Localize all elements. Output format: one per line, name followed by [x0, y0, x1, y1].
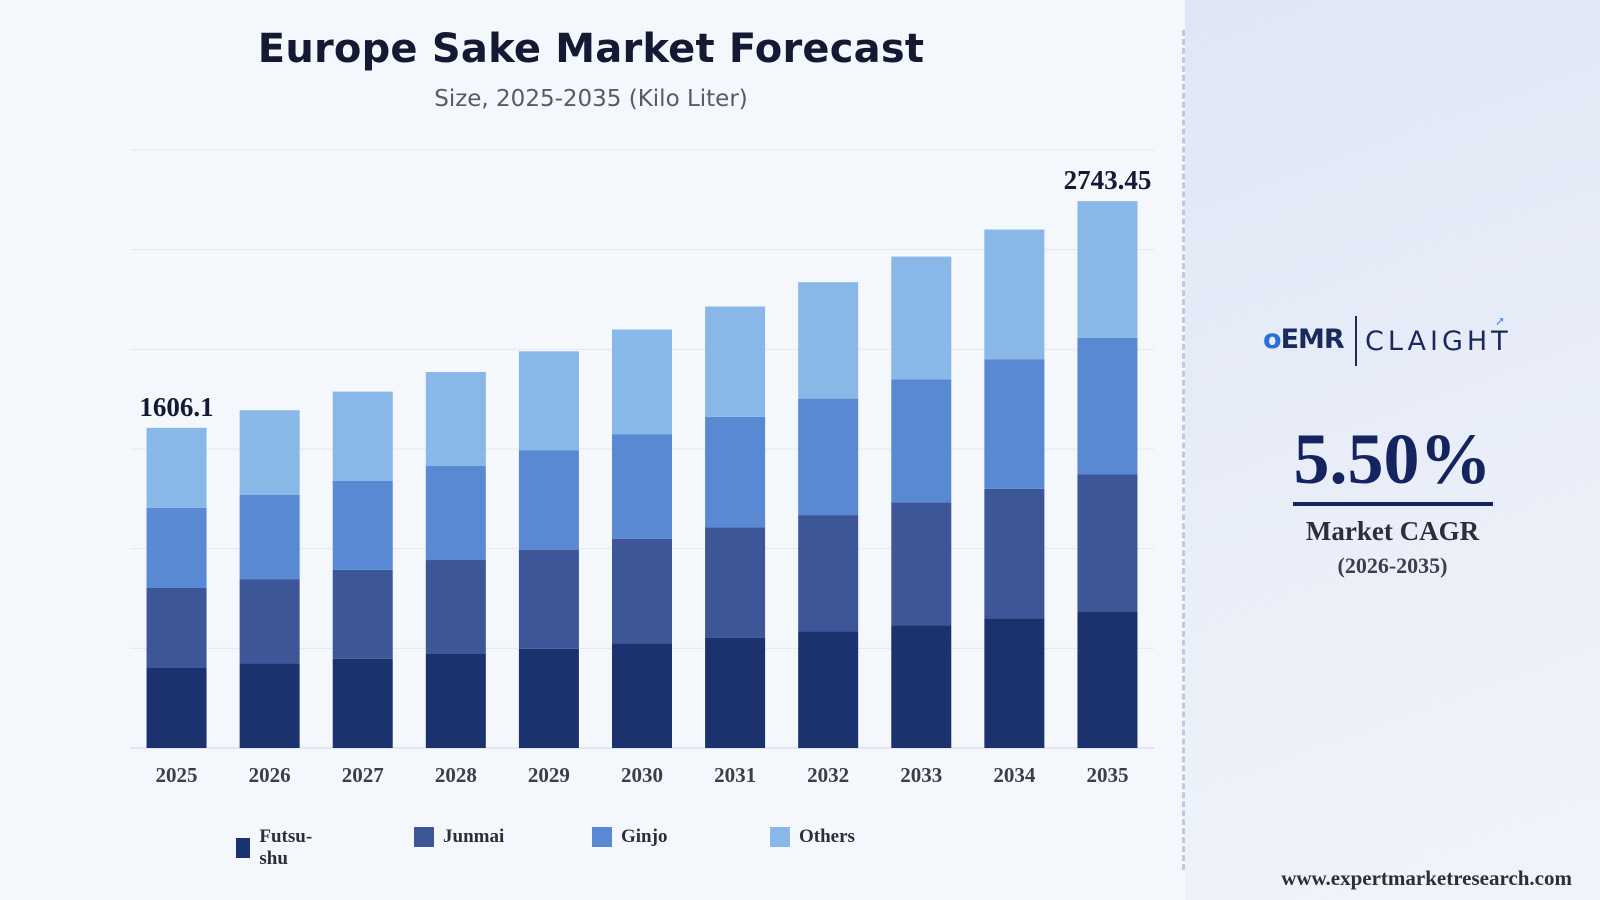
x-tick-label: 2027 [342, 763, 384, 787]
bar-segment-others-2026 [239, 410, 300, 495]
bar-segment-futsu-shu-2034 [984, 618, 1045, 748]
side-panel: oEMR CLAIGHT ➚ 5.50% Market CAGR (2026-2… [1185, 0, 1600, 900]
x-tick-label: 2033 [900, 763, 942, 787]
website-url: www.expertmarketresearch.com [1281, 866, 1572, 890]
bar-segment-junmai-2031 [705, 527, 766, 638]
bar-segment-others-2034 [984, 229, 1045, 360]
bar-segment-junmai-2035 [1077, 474, 1138, 612]
bar-segment-others-2029 [518, 351, 579, 451]
legend-item-futsu-shu: Futsu-shu [236, 826, 318, 870]
bar-segment-futsu-shu-2035 [1077, 611, 1138, 748]
x-tick-label: 2029 [528, 763, 570, 787]
bar-segment-ginjo-2035 [1077, 337, 1138, 475]
data-label-2035: 2743.45 [1064, 165, 1152, 195]
chart-panel: Europe Sake Market Forecast Size, 2025-2… [130, 26, 1154, 870]
legend-label: Junmai [443, 826, 505, 847]
legend-swatch [414, 827, 434, 847]
logo-claight-text: CLAIGHT [1365, 326, 1512, 357]
bar-segment-futsu-shu-2033 [891, 625, 952, 748]
bar-segment-ginjo-2029 [518, 450, 579, 550]
bar-segment-others-2030 [612, 329, 672, 435]
bar-segment-futsu-shu-2026 [239, 663, 300, 748]
bar-segment-others-2025 [146, 427, 207, 508]
x-tick-label: 2031 [714, 763, 756, 787]
bar-segment-ginjo-2034 [984, 359, 1045, 489]
legend-swatch [236, 838, 251, 858]
legend-swatch [770, 827, 790, 847]
bar-segment-futsu-shu-2029 [518, 648, 579, 748]
logo-emr-text: oEMR [1263, 324, 1345, 355]
logo-arrow-icon: ➚ [1495, 314, 1506, 328]
bar-segment-others-2033 [891, 256, 952, 380]
x-tick-label: 2028 [435, 763, 477, 787]
bar-segment-others-2032 [798, 282, 859, 399]
legend-label: Ginjo [621, 826, 668, 847]
x-tick-label: 2030 [621, 763, 663, 787]
legend-item-ginjo: Ginjo [592, 826, 667, 848]
bar-segment-ginjo-2027 [332, 480, 393, 570]
bar-segment-futsu-shu-2031 [705, 637, 766, 748]
bar-segment-others-2027 [332, 391, 393, 481]
bar-segment-junmai-2025 [146, 587, 207, 668]
bar-segment-junmai-2028 [425, 560, 486, 655]
emr-claight-logo: oEMR CLAIGHT ➚ [1263, 312, 1543, 372]
bar-segment-junmai-2029 [518, 549, 579, 649]
x-tick-label: 2034 [993, 763, 1036, 787]
x-tick-label: 2035 [1086, 763, 1128, 787]
bar-segment-ginjo-2028 [425, 466, 486, 561]
x-tick-label: 2025 [156, 763, 198, 787]
legend-item-others: Others [770, 826, 855, 848]
bar-segment-ginjo-2030 [612, 434, 672, 539]
bar-segment-ginjo-2026 [239, 494, 300, 580]
x-tick-label: 2032 [807, 763, 849, 787]
bar-segment-futsu-shu-2028 [425, 654, 486, 748]
bar-segment-others-2028 [425, 372, 486, 467]
chart-title: Europe Sake Market Forecast [257, 26, 925, 72]
bar-segment-others-2035 [1077, 201, 1138, 338]
bar-segment-junmai-2030 [612, 538, 672, 644]
bar-segment-ginjo-2031 [705, 416, 766, 528]
bar-segment-others-2031 [705, 306, 766, 417]
data-label-2025: 1606.1 [139, 392, 213, 422]
bar-segment-futsu-shu-2032 [798, 631, 859, 748]
cagr-underline [1293, 502, 1493, 506]
stacked-bar-chart: 2025 1606.1 2026 2027 2028 2029 2030 2031 2032 20… [130, 149, 1154, 787]
legend-item-junmai: Junmai [414, 826, 504, 848]
cagr-value: 5.50% [1293, 419, 1492, 499]
legend-label: Futsu-shu [259, 826, 313, 869]
bar-segment-futsu-shu-2025 [146, 667, 207, 748]
bar-segment-futsu-shu-2027 [332, 658, 393, 748]
cagr-label: Market CAGR [1305, 516, 1480, 546]
bar-segment-futsu-shu-2030 [612, 643, 672, 748]
legend-swatch [592, 827, 612, 847]
chart-subtitle: Size, 2025-2035 (Kilo Liter) [434, 86, 748, 112]
x-tick-label: 2026 [249, 763, 291, 787]
cagr-period: (2026-2035) [1337, 553, 1448, 578]
bar-segment-junmai-2034 [984, 488, 1045, 619]
bar-segment-ginjo-2025 [146, 507, 207, 588]
bar-segment-junmai-2026 [239, 579, 300, 664]
legend-label: Others [799, 826, 855, 847]
bar-segment-junmai-2027 [332, 569, 393, 659]
bar-segment-junmai-2032 [798, 515, 859, 632]
logo-separator [1355, 316, 1357, 366]
bar-segment-ginjo-2033 [891, 379, 952, 503]
panel-divider [1182, 30, 1185, 870]
bar-segment-junmai-2033 [891, 502, 952, 626]
bar-segment-ginjo-2032 [798, 398, 859, 516]
